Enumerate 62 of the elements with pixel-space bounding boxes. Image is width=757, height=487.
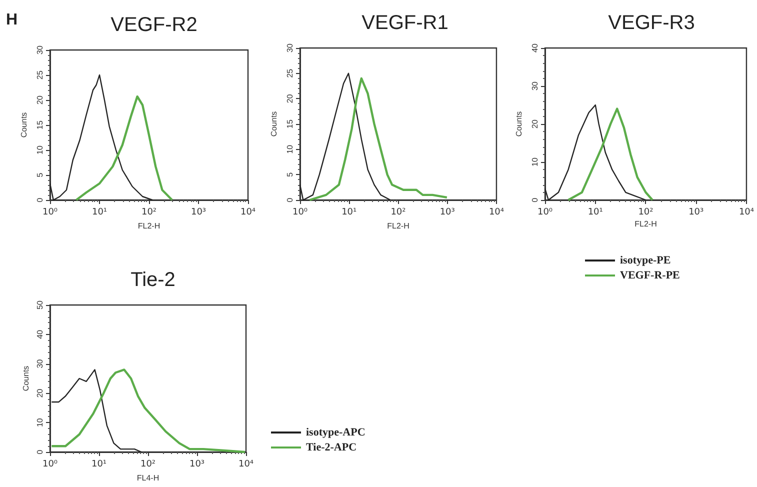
- y-tick-label: 40: [36, 329, 44, 339]
- y-tick-label: 30: [36, 45, 44, 54]
- y-tick-label: 50: [36, 300, 44, 310]
- y-axis-title: Counts: [270, 111, 279, 137]
- y-tick-label: 20: [286, 94, 294, 104]
- x-tick-label: 10²: [638, 208, 654, 218]
- y-tick-label: 10: [36, 145, 44, 154]
- x-axis-title: FL2-H: [634, 220, 658, 228]
- y-tick-label: 20: [36, 95, 44, 104]
- y-axis-title: Counts: [22, 366, 30, 392]
- x-axis-title: FL2-H: [138, 221, 160, 230]
- x-tick-label: 10⁰: [537, 208, 553, 218]
- x-tick-label: 10¹: [588, 208, 604, 218]
- x-tick-label: 10¹: [92, 208, 108, 218]
- y-axis-title: Counts: [20, 112, 29, 138]
- text: H: [6, 12, 18, 28]
- y-tick-label: 15: [286, 119, 294, 128]
- x-axis-title: FL2-H: [387, 221, 410, 230]
- x-tick-label: 10²: [390, 208, 406, 218]
- x-tick-label: 10³: [440, 208, 456, 218]
- y-tick-label: 10: [36, 418, 44, 428]
- x-tick-label: 10⁴: [240, 208, 256, 218]
- x-tick-label: 10⁰: [292, 208, 308, 218]
- y-tick-label: 5: [286, 172, 294, 177]
- y-tick-label: 40: [530, 43, 540, 52]
- x-tick-label: 10²: [140, 460, 156, 470]
- y-tick-label: 10: [286, 144, 294, 154]
- chart-title: VEGF-R2: [110, 14, 198, 36]
- x-tick-label: 10¹: [342, 208, 358, 218]
- y-tick-label: 15: [36, 120, 44, 130]
- chart-title: Tie-2: [130, 269, 176, 291]
- x-tick-label: 10²: [141, 208, 157, 218]
- x-tick-label: 10⁴: [738, 208, 754, 218]
- chart-title: VEGF-R1: [362, 12, 448, 34]
- x-tick-label: 10¹: [91, 460, 107, 470]
- x-tick-label: 10⁴: [488, 208, 504, 218]
- legend-label: Tie-2-APC: [306, 442, 357, 454]
- y-tick-label: 30: [286, 43, 294, 52]
- y-axis-title: Counts: [514, 111, 524, 137]
- y-tick-label: 0: [36, 449, 44, 454]
- x-tick-label: 10⁰: [42, 460, 58, 470]
- x-tick-label: 10³: [190, 208, 206, 218]
- y-tick-label: 20: [36, 388, 44, 398]
- legend-label: VEGF-R-PE: [620, 270, 680, 282]
- y-tick-label: 5: [36, 172, 44, 178]
- y-tick-label: 25: [36, 70, 44, 80]
- legend-label: isotype-APC: [306, 426, 366, 438]
- y-tick-label: 20: [530, 119, 540, 128]
- x-axis-title: FL4-H: [136, 473, 160, 482]
- y-tick-label: 0: [286, 197, 294, 202]
- y-tick-label: 25: [286, 68, 294, 78]
- y-tick-label: 30: [530, 81, 540, 90]
- y-tick-label: 0: [36, 197, 44, 202]
- x-tick-label: 10³: [189, 460, 205, 470]
- legend-label: isotype-PE: [620, 254, 671, 266]
- y-tick-label: 10: [530, 157, 540, 166]
- x-tick-label: 10³: [688, 208, 704, 218]
- chart-title: VEGF-R3: [608, 12, 695, 34]
- x-tick-label: 10⁴: [238, 460, 254, 470]
- x-tick-label: 10⁰: [42, 208, 58, 218]
- y-tick-label: 30: [36, 358, 44, 368]
- y-tick-label: 0: [530, 197, 540, 202]
